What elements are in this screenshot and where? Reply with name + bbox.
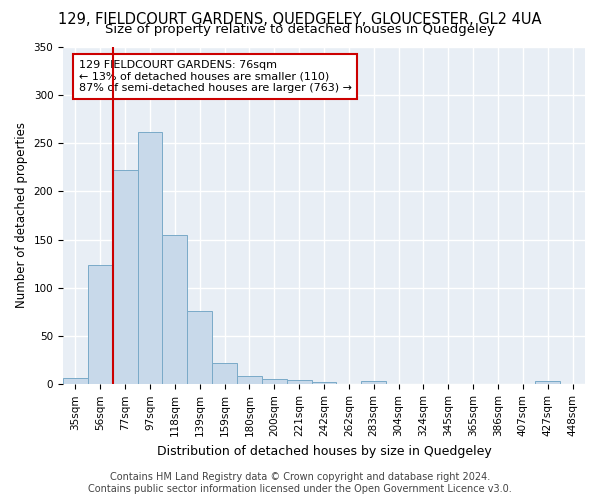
Bar [212,363,237,384]
Bar [113,170,137,384]
Bar [287,380,311,384]
Bar [311,382,337,384]
Bar [137,132,163,384]
Bar [187,311,212,384]
Text: 129 FIELDCOURT GARDENS: 76sqm
← 13% of detached houses are smaller (110)
87% of : 129 FIELDCOURT GARDENS: 76sqm ← 13% of d… [79,60,352,93]
Bar [63,378,88,384]
Bar [163,234,187,384]
Text: 129, FIELDCOURT GARDENS, QUEDGELEY, GLOUCESTER, GL2 4UA: 129, FIELDCOURT GARDENS, QUEDGELEY, GLOU… [58,12,542,28]
Bar [237,376,262,384]
Text: Size of property relative to detached houses in Quedgeley: Size of property relative to detached ho… [105,22,495,36]
Bar [535,382,560,384]
Bar [88,264,113,384]
Bar [262,378,287,384]
Bar [361,382,386,384]
Y-axis label: Number of detached properties: Number of detached properties [15,122,28,308]
X-axis label: Distribution of detached houses by size in Quedgeley: Distribution of detached houses by size … [157,444,491,458]
Text: Contains HM Land Registry data © Crown copyright and database right 2024.
Contai: Contains HM Land Registry data © Crown c… [88,472,512,494]
